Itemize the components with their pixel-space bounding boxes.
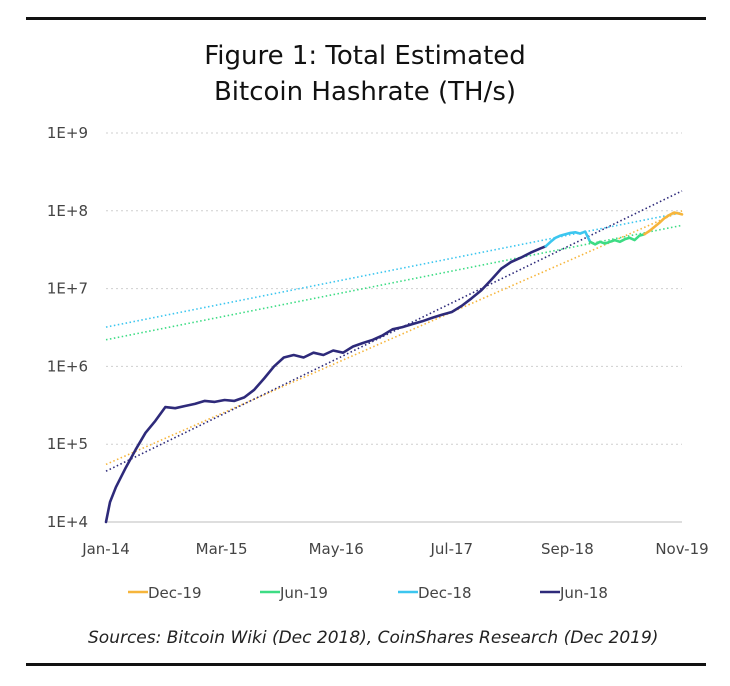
- series-line-jun-18: [104, 245, 548, 524]
- chart-title-line-1: Figure 1: Total Estimated: [204, 41, 526, 71]
- x-tick-label: Nov-19: [655, 540, 708, 558]
- series-line-jun-19: [588, 232, 646, 246]
- legend-label: Dec-19: [148, 584, 202, 602]
- trendlines: [105, 190, 683, 472]
- trendline-jun-19: [105, 224, 683, 341]
- bottom-rule: [26, 663, 706, 666]
- trendline-dec-19: [105, 210, 683, 466]
- series-line-dec-18: [544, 230, 592, 248]
- chart-title-line-2: Bitcoin Hashrate (TH/s): [213, 77, 517, 107]
- axes: 1E+9 1E+8 1E+7 1E+6 1E+5 1E+4 Jan-14 Mar-15 May-…: [47, 124, 709, 558]
- x-tick-label: Jan-14: [81, 540, 130, 558]
- y-tick-label: 1E+6: [47, 357, 88, 375]
- x-tick-label: Jul-17: [429, 540, 473, 558]
- y-tick-label: 1E+7: [47, 280, 88, 298]
- trendline-jun-18: [105, 190, 683, 472]
- y-tick-label: 1E+4: [47, 513, 88, 531]
- trendline-dec-18: [105, 211, 683, 328]
- source-note: Sources: Bitcoin Wiki (Dec 2018), CoinSh…: [88, 628, 659, 648]
- legend-label: Jun-19: [279, 584, 328, 602]
- legend-label: Dec-18: [418, 584, 472, 602]
- series-line-dec-19: [643, 211, 684, 236]
- x-tick-label: May-16: [309, 540, 364, 558]
- grid: [106, 132, 682, 445]
- legend: Dec-19 Jun-19 Dec-18 Jun-18: [128, 584, 608, 602]
- series: [104, 211, 684, 524]
- top-rule: [26, 17, 706, 20]
- legend-label: Jun-18: [559, 584, 608, 602]
- y-tick-label: 1E+5: [47, 435, 88, 453]
- y-tick-label: 1E+9: [47, 124, 88, 142]
- y-tick-label: 1E+8: [47, 202, 88, 220]
- x-tick-label: Mar-15: [196, 540, 248, 558]
- x-tick-label: Sep-18: [541, 540, 594, 558]
